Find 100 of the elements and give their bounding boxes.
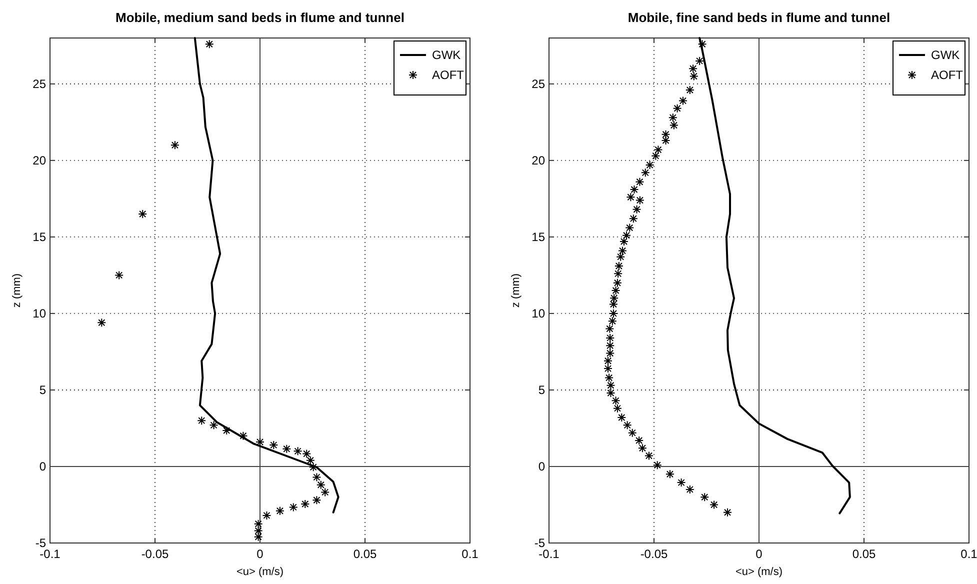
point [608, 316, 617, 326]
point [695, 56, 704, 66]
point [616, 252, 626, 262]
point [625, 223, 634, 232]
y-axis-title: z (mm) [11, 273, 23, 308]
x-tick-label: -0.05 [640, 547, 668, 561]
point [630, 185, 639, 194]
point [197, 416, 206, 426]
point [652, 460, 662, 470]
point [97, 318, 106, 328]
point [710, 500, 719, 510]
point [700, 492, 710, 502]
legend-label: AOFT [432, 68, 465, 82]
point [688, 64, 698, 74]
point [604, 373, 614, 382]
point [723, 508, 732, 517]
point [300, 499, 310, 508]
y-tick-label: 10 [32, 306, 46, 320]
point [606, 380, 616, 390]
point [606, 341, 615, 350]
point [275, 506, 284, 516]
point [617, 413, 626, 422]
y-tick-label: 0 [39, 459, 46, 474]
point [282, 444, 292, 454]
y-tick-label: 25 [32, 76, 46, 91]
y-tick-label: 20 [32, 153, 46, 168]
y-tick-label: 5 [39, 382, 46, 397]
point [320, 488, 330, 497]
point [634, 436, 644, 445]
chart-title: Mobile, medium sand beds in flume and tunnel [116, 10, 404, 25]
x-tick-label: 0 [756, 547, 763, 561]
point [618, 246, 627, 256]
point [668, 113, 678, 122]
point [638, 444, 647, 453]
point [665, 470, 674, 479]
point [312, 472, 322, 482]
y-tick-label: 20 [532, 153, 546, 168]
point [626, 192, 636, 202]
point [612, 404, 622, 413]
point [269, 440, 278, 450]
point [308, 462, 318, 472]
point [672, 104, 682, 113]
y-tick-label: -5 [534, 536, 546, 550]
point [209, 420, 218, 430]
y-tick-label: -5 [35, 536, 46, 550]
point [608, 300, 618, 309]
y-tick-label: 10 [532, 306, 546, 320]
legend-label: AOFT [931, 68, 964, 82]
y-axis-title: z (mm) [510, 273, 522, 308]
chart-title: Mobile, fine sand beds in flume and tunnel [628, 10, 890, 25]
x-axis-title: <u> (m/s) [735, 566, 783, 578]
x-tick-label: 0.05 [353, 547, 377, 561]
y-tick-label: 15 [32, 230, 46, 244]
point [635, 177, 644, 186]
point [635, 196, 644, 205]
point [614, 262, 624, 271]
point [293, 446, 302, 456]
point [614, 269, 623, 278]
point [288, 502, 298, 512]
x-tick-label: -0.1 [538, 547, 560, 561]
point [316, 480, 326, 490]
point [611, 286, 620, 295]
x-tick-label: 0.1 [960, 547, 977, 561]
point [622, 230, 631, 240]
point [676, 478, 686, 488]
point [254, 526, 263, 536]
point [256, 438, 264, 446]
point [645, 160, 654, 170]
x-tick-label: -0.1 [40, 547, 61, 561]
point [606, 348, 615, 358]
point [608, 308, 618, 318]
point [302, 449, 312, 458]
x-tick-label: 0.05 [852, 547, 876, 561]
point [604, 356, 613, 366]
point [254, 532, 263, 542]
point [644, 451, 654, 460]
y-tick-label: 25 [532, 76, 546, 91]
point [654, 145, 663, 154]
point [604, 364, 613, 374]
point [685, 86, 694, 95]
point [262, 510, 272, 520]
point [606, 388, 616, 398]
legend-label: GWK [432, 48, 461, 62]
point [698, 40, 707, 49]
point [669, 120, 678, 130]
point [605, 324, 614, 334]
point [238, 431, 248, 440]
point [632, 204, 642, 214]
point [678, 96, 688, 106]
x-axis-title: <u> (m/s) [236, 566, 284, 578]
x-tick-label: 0.1 [462, 547, 479, 561]
point [640, 168, 650, 178]
point [622, 420, 632, 430]
point [254, 519, 263, 528]
point [312, 496, 322, 505]
point [610, 294, 619, 303]
point [651, 151, 660, 160]
point [628, 214, 638, 224]
point [689, 72, 698, 81]
point [204, 40, 214, 49]
